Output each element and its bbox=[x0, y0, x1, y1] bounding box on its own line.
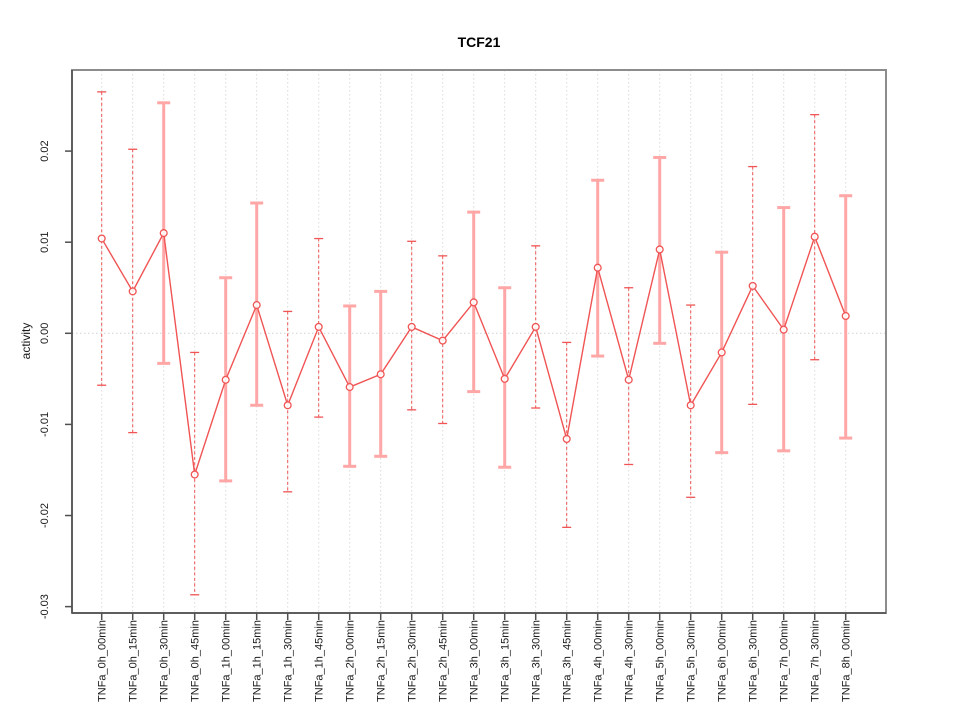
x-tick-label: TNFa_0h_15min bbox=[128, 620, 140, 702]
data-point-marker bbox=[624, 375, 633, 384]
data-point-marker bbox=[686, 401, 695, 410]
data-point-marker bbox=[531, 322, 540, 331]
data-point-marker bbox=[779, 325, 788, 334]
chart-title: TCF21 bbox=[458, 34, 501, 50]
x-tick-label: TNFa_7h_30min bbox=[810, 620, 822, 702]
x-tick-label: TNFa_1h_45min bbox=[314, 620, 326, 702]
data-point-marker bbox=[407, 322, 416, 331]
x-tick-label: TNFa_3h_45min bbox=[562, 620, 574, 702]
y-tick-label: -0.03 bbox=[39, 594, 51, 619]
data-point-marker bbox=[128, 287, 137, 296]
data-point-marker bbox=[376, 370, 385, 379]
gridlines-group bbox=[72, 70, 886, 613]
x-tick-label: TNFa_6h_00min bbox=[717, 620, 729, 702]
data-point-marker bbox=[748, 281, 757, 290]
y-tick-label: 0.02 bbox=[39, 140, 51, 161]
data-series-group bbox=[97, 91, 853, 596]
x-tick-label: TNFa_3h_15min bbox=[500, 620, 512, 702]
data-point-marker bbox=[500, 374, 509, 383]
x-tick-label: TNFa_1h_30min bbox=[283, 620, 295, 702]
x-tick-label: TNFa_8h_00min bbox=[841, 620, 853, 702]
x-tick-label: TNFa_5h_30min bbox=[686, 620, 698, 702]
x-tick-label: TNFa_2h_30min bbox=[407, 620, 419, 702]
data-point-marker bbox=[97, 234, 106, 243]
data-point-marker bbox=[438, 336, 447, 345]
error-bar bbox=[686, 304, 696, 498]
data-point-marker bbox=[314, 322, 323, 331]
data-point-marker bbox=[283, 401, 292, 410]
data-point-marker bbox=[562, 434, 571, 444]
data-point-marker bbox=[655, 245, 664, 254]
data-point-marker bbox=[345, 383, 354, 392]
y-tick-label: -0.02 bbox=[39, 503, 51, 528]
x-tick-label: TNFa_0h_45min bbox=[190, 620, 202, 702]
error-bar bbox=[531, 245, 541, 409]
axis-ticks-group: 0.02 0.01 0.00 -0.01 -0.02 -0.03 TNFa_0h_00min… bbox=[39, 140, 853, 702]
data-point-marker bbox=[159, 229, 168, 238]
data-point-marker bbox=[717, 348, 726, 357]
data-point-marker bbox=[221, 375, 230, 384]
x-tick-label: TNFa_5h_00min bbox=[655, 620, 667, 702]
data-point-marker bbox=[190, 470, 199, 479]
x-tick-label: TNFa_1h_00min bbox=[221, 620, 233, 702]
x-tick-label: TNFa_7h_00min bbox=[779, 620, 791, 702]
x-tick-label: TNFa_2h_15min bbox=[376, 620, 388, 702]
x-tick-label: TNFa_3h_30min bbox=[531, 620, 543, 702]
data-point-marker bbox=[810, 232, 819, 241]
x-tick-label: TNFa_4h_30min bbox=[624, 620, 636, 702]
y-tick-label: -0.01 bbox=[39, 412, 51, 437]
error-bar bbox=[97, 91, 107, 386]
error-bar bbox=[128, 148, 138, 434]
x-tick-label: TNFa_6h_30min bbox=[748, 620, 760, 702]
data-point-marker bbox=[469, 298, 478, 307]
x-tick-label: TNFa_4h_00min bbox=[593, 620, 605, 702]
data-point-marker bbox=[841, 311, 850, 321]
y-axis-label: activity bbox=[19, 323, 33, 360]
x-tick-label: TNFa_3h_00min bbox=[469, 620, 481, 702]
error-bar bbox=[562, 341, 572, 529]
plot-box-border bbox=[71, 69, 887, 614]
x-tick-label: TNFa_2h_00min bbox=[345, 620, 357, 702]
data-point-marker bbox=[593, 263, 602, 272]
y-tick-label: 0.01 bbox=[39, 231, 51, 252]
error-bar bbox=[748, 165, 758, 406]
y-tick-label: 0.00 bbox=[39, 323, 51, 344]
data-point-marker bbox=[252, 301, 261, 310]
x-tick-label: TNFa_1h_15min bbox=[252, 620, 264, 702]
x-tick-label: TNFa_2h_45min bbox=[438, 620, 450, 702]
x-tick-label: TNFa_0h_00min bbox=[97, 620, 109, 702]
x-tick-label: TNFa_0h_30min bbox=[159, 620, 171, 702]
plot-box-group bbox=[71, 69, 887, 614]
